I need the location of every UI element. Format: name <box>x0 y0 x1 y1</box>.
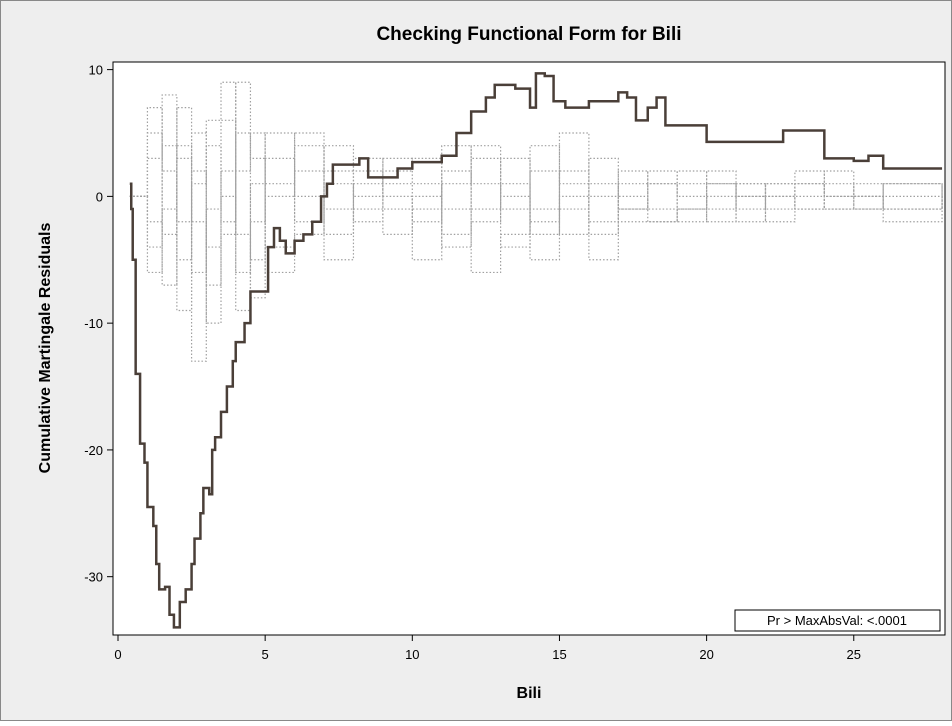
y-tick-label: -20 <box>84 443 103 458</box>
annotation-box <box>734 609 941 632</box>
simulated-path <box>129 132 943 312</box>
simulated-path <box>129 119 943 312</box>
x-tick-label: 10 <box>405 647 419 662</box>
x-tick-label: 0 <box>114 647 121 662</box>
simulated-path <box>129 132 943 362</box>
plot-area <box>112 61 946 636</box>
x-tick-label: 5 <box>262 647 269 662</box>
annotation: Pr > MaxAbsVal: <.0001 <box>767 613 907 628</box>
y-tick-label: -10 <box>84 316 103 331</box>
x-tick-label: 15 <box>552 647 566 662</box>
y-axis-label: Cumulative Martingale Residuals <box>37 223 54 474</box>
y-tick-label: 10 <box>89 63 103 78</box>
y-tick-label: 0 <box>96 189 103 204</box>
chart-title: Checking Functional Form for Bili <box>376 24 681 45</box>
x-tick-label: 20 <box>699 647 713 662</box>
y-tick-label: -30 <box>84 570 103 585</box>
x-tick-label: 25 <box>847 647 861 662</box>
x-axis-label: Bili <box>517 685 542 702</box>
observed-path <box>129 72 943 629</box>
